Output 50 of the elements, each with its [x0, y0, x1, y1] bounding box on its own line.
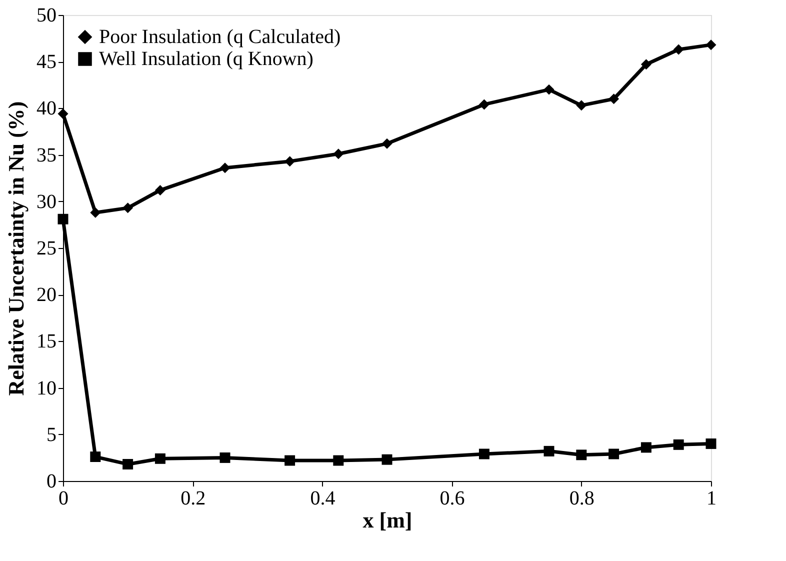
- point: [90, 207, 101, 218]
- y-tick-label: 30: [36, 190, 56, 213]
- y-tick-label: 40: [36, 98, 56, 120]
- point: [220, 452, 230, 463]
- x-tick-label: 0.4: [310, 488, 336, 510]
- point: [608, 94, 620, 104]
- x-tick-label: 0.2: [180, 488, 206, 510]
- point: [220, 162, 230, 174]
- point: [673, 439, 684, 450]
- y-tick-label: 5: [46, 424, 56, 446]
- point: [90, 452, 101, 462]
- point: [122, 202, 134, 214]
- y-tick-label: 25: [36, 238, 56, 260]
- point: [576, 100, 587, 111]
- point: [154, 453, 166, 464]
- x-tick-label: 0.6: [440, 488, 465, 510]
- point: [478, 448, 490, 460]
- y-tick-label: 10: [36, 377, 56, 400]
- point: [608, 448, 620, 460]
- point: [576, 450, 587, 460]
- x-tick-label: 0.8: [569, 488, 594, 510]
- y-tick-label: 20: [36, 284, 56, 306]
- legend-label: Well Insulation (q Known): [99, 48, 314, 70]
- point: [154, 184, 166, 196]
- point: [640, 442, 652, 453]
- point: [122, 458, 134, 470]
- point: [640, 59, 652, 70]
- point: [333, 148, 344, 160]
- point: [284, 156, 296, 167]
- point: [544, 446, 554, 456]
- x-axis-title: x [m]: [362, 508, 412, 532]
- point: [284, 455, 296, 466]
- y-tick-label: 45: [36, 51, 56, 74]
- y-axis-title: Relative Uncertainty in Nu (%): [4, 101, 28, 396]
- point: [58, 108, 68, 120]
- y-tick-label: 15: [36, 330, 56, 353]
- point: [382, 454, 392, 465]
- point: [544, 84, 554, 95]
- x-tick-label: 1: [706, 488, 716, 510]
- y-tick-label: 0: [46, 470, 56, 492]
- y-tick-label: 35: [36, 144, 56, 166]
- point: [333, 455, 344, 466]
- point: [673, 44, 684, 55]
- point: [58, 214, 68, 224]
- point: [478, 99, 490, 110]
- point: [706, 40, 716, 50]
- point: [382, 138, 392, 149]
- legend-label: Poor Insulation (q Calculated): [99, 26, 341, 48]
- y-tick-label: 50: [36, 4, 56, 26]
- point: [706, 438, 716, 449]
